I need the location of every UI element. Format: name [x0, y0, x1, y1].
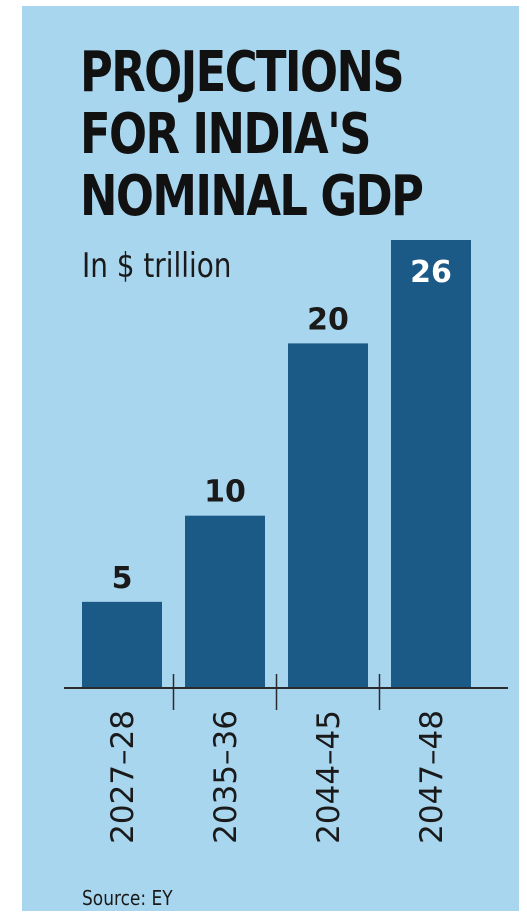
title-line-3: NOMINAL GDP	[80, 164, 424, 229]
bar-value-label-4: 26	[410, 255, 452, 290]
bar-value-label-1: 5	[112, 561, 133, 596]
bar-2	[185, 515, 265, 688]
bar-value-label-2: 10	[204, 475, 246, 510]
bar-chart: 5 2027–28 10 2035–36 20 2044–45 26 2047–48	[64, 240, 508, 844]
bar-3	[288, 343, 368, 688]
source-note: Source: EY	[82, 886, 173, 910]
title-line-1: PROJECTIONS	[80, 40, 405, 105]
title-line-2: FOR INDIA'S	[80, 102, 371, 167]
unit-subtitle: In $ trillion	[82, 246, 232, 286]
category-label-2: 2035–36	[208, 710, 244, 844]
category-label-3: 2044–45	[311, 710, 347, 844]
bar-value-label-3: 20	[307, 302, 349, 337]
chart-title: PROJECTIONS FOR INDIA'S NOMINAL GDP	[80, 40, 424, 229]
bar-1	[82, 601, 162, 688]
category-label-1: 2027–28	[105, 710, 141, 844]
category-label-4: 2047–48	[414, 710, 450, 844]
infographic-panel: PROJECTIONS FOR INDIA'S NOMINAL GDP In $…	[22, 6, 519, 911]
bar-4	[391, 240, 471, 688]
